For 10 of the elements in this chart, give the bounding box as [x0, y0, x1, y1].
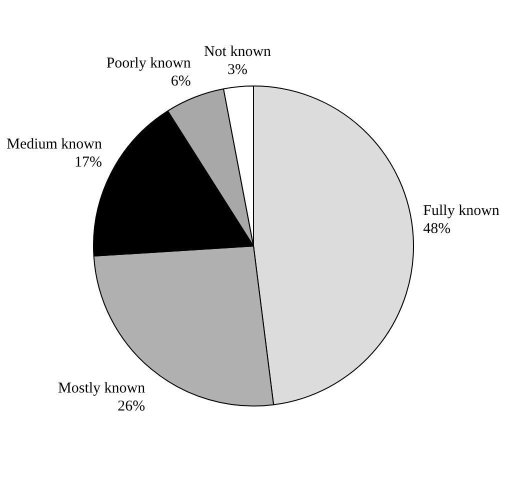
slice-label: Medium known — [6, 136, 103, 152]
slice-label: Mostly known — [58, 380, 146, 396]
data-label: 6% — [170, 73, 191, 90]
data-label: 17% — [74, 154, 102, 170]
slice-label: Not known — [204, 44, 272, 60]
data-label: 48% — [423, 220, 451, 237]
slice-label: Fully known — [423, 202, 500, 219]
data-label: 3% — [228, 62, 248, 78]
slice-label: Poorly known — [106, 55, 192, 72]
data-label: 26% — [118, 398, 146, 414]
